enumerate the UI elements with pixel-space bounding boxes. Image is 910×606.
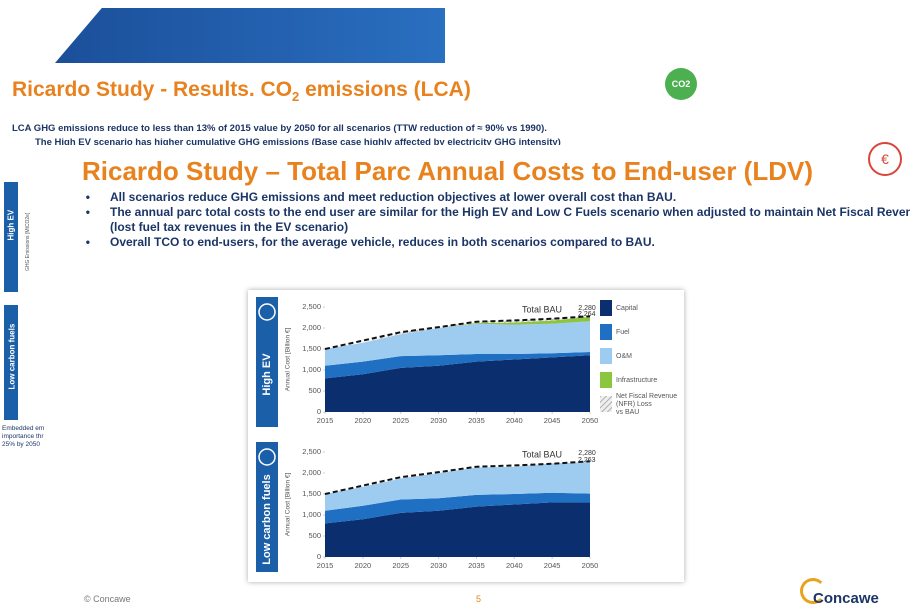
side-label: Low carbon fuels [7, 323, 17, 390]
area [325, 351, 590, 379]
x-tick-label: 2040 [506, 416, 523, 425]
y-tick-label: 2,000 [302, 323, 321, 332]
bullet: The annual parc total costs to the end u… [110, 205, 910, 235]
y-tick-label: 1,000 [302, 510, 321, 519]
legend-label: Net Fiscal Revenue (NFR) Loss vs BAU [616, 393, 677, 416]
title-text: Ricardo Study - Results. CO [12, 78, 293, 101]
x-tick-label: 2045 [544, 561, 561, 570]
y-tick-label: 2,000 [302, 468, 321, 477]
bullet: Overall TCO to end-users, for the averag… [110, 235, 910, 250]
data-label: 2,280 [578, 305, 596, 312]
side-note: Embedded em importance thr 25% by 2050 [2, 425, 45, 448]
x-tick-label: 2035 [468, 416, 485, 425]
y-tick-label: 0 [317, 552, 321, 561]
legend-label: O&M [616, 353, 632, 360]
panel-band [256, 442, 278, 572]
x-tick-label: 2050 [582, 561, 599, 570]
bau-label: Total BAU [522, 450, 562, 460]
panel-icon [258, 303, 276, 321]
x-tick-label: 2050 [582, 416, 599, 425]
x-tick-label: 2045 [544, 416, 561, 425]
co2-badge: CO2 [665, 68, 697, 100]
area [325, 321, 590, 366]
x-tick-label: 2035 [468, 561, 485, 570]
y-axis-label: Annual Cost [Billion €] [285, 473, 292, 537]
side-axis: GHG Emissions [MtCO2e] [25, 212, 31, 271]
y-tick-label: 500 [308, 386, 321, 395]
y-tick-label: 500 [308, 531, 321, 540]
x-tick-label: 2040 [506, 561, 523, 570]
back-line: LCA GHG emissions reduce to less than 13… [12, 123, 547, 134]
y-tick-label: 2,500 [302, 302, 321, 311]
area [325, 355, 590, 412]
cost-icon: € [868, 142, 902, 176]
data-label: 2,280 [578, 450, 596, 457]
title-text: emissions (LCA) [299, 78, 471, 101]
y-tick-label: 1,500 [302, 489, 321, 498]
x-tick-label: 2030 [430, 561, 447, 570]
legend-swatch [600, 324, 612, 340]
legend-swatch [600, 348, 612, 364]
footer-left: © Concawe [84, 594, 131, 604]
total-label: 2,264 [578, 311, 596, 318]
x-tick-label: 2025 [392, 561, 409, 570]
panel-band [256, 297, 278, 427]
x-tick-label: 2015 [317, 561, 334, 570]
legend-line: (NFR) Loss [616, 401, 652, 408]
back-line: The High EV scenario has higher cumulati… [35, 137, 561, 148]
slide-title: Ricardo Study – Total Parc Annual Costs … [82, 156, 813, 186]
x-tick-label: 2015 [317, 416, 334, 425]
area [325, 316, 590, 349]
x-tick-label: 2020 [355, 561, 372, 570]
bullet: All scenarios reduce GHG emissions and m… [110, 190, 910, 205]
charts: High EV Annual Cost [Billion €] 0 500 1,000 1… [248, 290, 684, 582]
legend-label: Capital [616, 305, 638, 312]
legend-line: Net Fiscal Revenue [616, 393, 677, 400]
legend-line: vs BAU [616, 409, 639, 416]
logo-mark [800, 578, 826, 604]
side-band [4, 305, 18, 420]
side-band [4, 182, 18, 292]
title-sub: 2 [292, 89, 300, 105]
banner [55, 8, 445, 63]
panel-icon [258, 448, 276, 466]
panel-label: Low carbon fuels [261, 474, 273, 564]
bullets: All scenarios reduce GHG emissions and m… [60, 190, 910, 250]
back-title: Ricardo Study - Results. CO2 emissions (… [12, 78, 471, 104]
legend-label: Fuel [616, 329, 630, 336]
page-number: 5 [476, 594, 482, 604]
x-tick-label: 2030 [430, 416, 447, 425]
legend-swatch [600, 300, 612, 316]
legend-swatch [600, 396, 612, 412]
area [325, 492, 590, 524]
bau-label: Total BAU [522, 305, 562, 315]
logo: Concawe [813, 590, 879, 606]
area [325, 461, 590, 511]
x-tick-label: 2025 [392, 416, 409, 425]
legend-swatch [600, 372, 612, 388]
y-tick-label: 1,500 [302, 344, 321, 353]
area [325, 502, 590, 557]
y-tick-label: 1,000 [302, 365, 321, 374]
panel-label: High EV [261, 353, 273, 396]
total-label: 2,263 [578, 457, 596, 464]
y-tick-label: 0 [317, 407, 321, 416]
side-label: High EV [6, 209, 16, 241]
legend-label: Infrastructure [616, 377, 657, 384]
y-axis-label: Annual Cost [Billion €] [285, 328, 292, 392]
y-tick-label: 2,500 [302, 447, 321, 456]
x-tick-label: 2020 [355, 416, 372, 425]
